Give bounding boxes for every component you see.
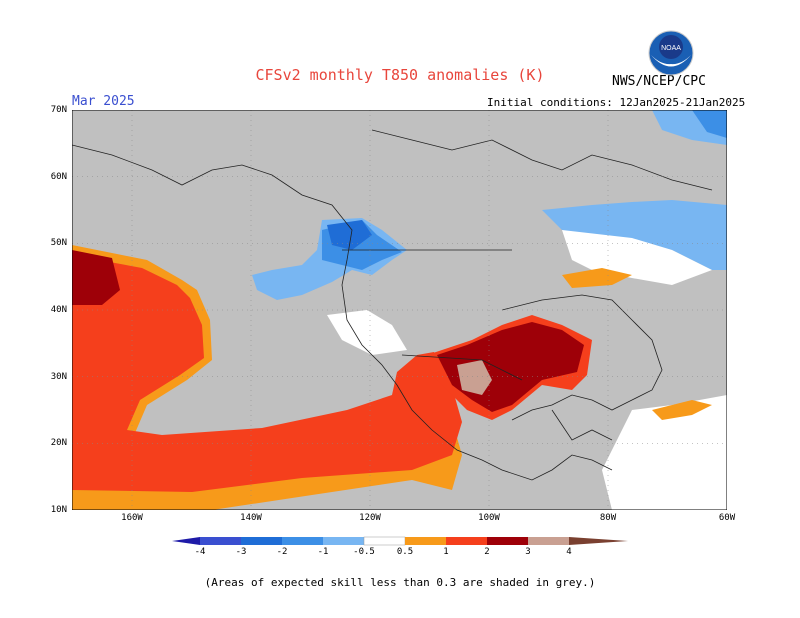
colorbar-label: 4 (566, 547, 572, 557)
colorbar-label: -1 (317, 547, 329, 557)
colorbar-segment (446, 537, 487, 545)
initial-conditions: Initial conditions: 12Jan2025-21Jan2025 (487, 96, 746, 109)
lat-label: 20N (50, 438, 67, 448)
colorbar-label: 2 (484, 547, 490, 557)
colorbar-segment (528, 537, 569, 545)
lat-label: 70N (50, 105, 67, 115)
colorbar-label: 3 (525, 547, 531, 557)
forecast-month: Mar 2025 (72, 94, 135, 109)
colorbar-segment (323, 537, 364, 545)
colorbar-segment (172, 537, 200, 545)
lat-label: 40N (50, 305, 67, 315)
colorbar-label: -0.5 (353, 547, 375, 557)
lon-label: 120W (359, 513, 381, 523)
anomaly-map (72, 110, 727, 510)
lat-label: 60N (50, 172, 67, 182)
colorbar-segment (241, 537, 282, 545)
noaa-logo: NOAA (648, 30, 694, 76)
lon-label: 100W (478, 513, 500, 523)
colorbar-label: -4 (194, 547, 206, 557)
colorbar-label: -2 (276, 547, 288, 557)
colorbar (172, 536, 628, 546)
colorbar-label: 1 (443, 547, 449, 557)
lon-label: 160W (121, 513, 143, 523)
colorbar-segment (569, 537, 628, 545)
lat-label: 10N (50, 505, 67, 515)
colorbar-segment (363, 536, 406, 546)
map-title: CFSv2 monthly T850 anomalies (K) (255, 66, 545, 84)
colorbar-segment (487, 537, 528, 545)
colorbar-segment (200, 537, 241, 545)
lon-label: 140W (240, 513, 262, 523)
lon-label: 80W (599, 513, 617, 523)
colorbar-segment (282, 537, 323, 545)
colorbar-label: -3 (235, 547, 247, 557)
organization-label: NWS/NCEP/CPC (612, 74, 706, 89)
lat-label: 30N (50, 372, 67, 382)
svg-text:NOAA: NOAA (661, 45, 681, 52)
lon-label: 60W (718, 513, 736, 523)
colorbar-label: 0.5 (396, 547, 414, 557)
lat-label: 50N (50, 238, 67, 248)
colorbar-segment (405, 537, 446, 545)
footnote: (Areas of expected skill less than 0.3 a… (204, 576, 596, 589)
